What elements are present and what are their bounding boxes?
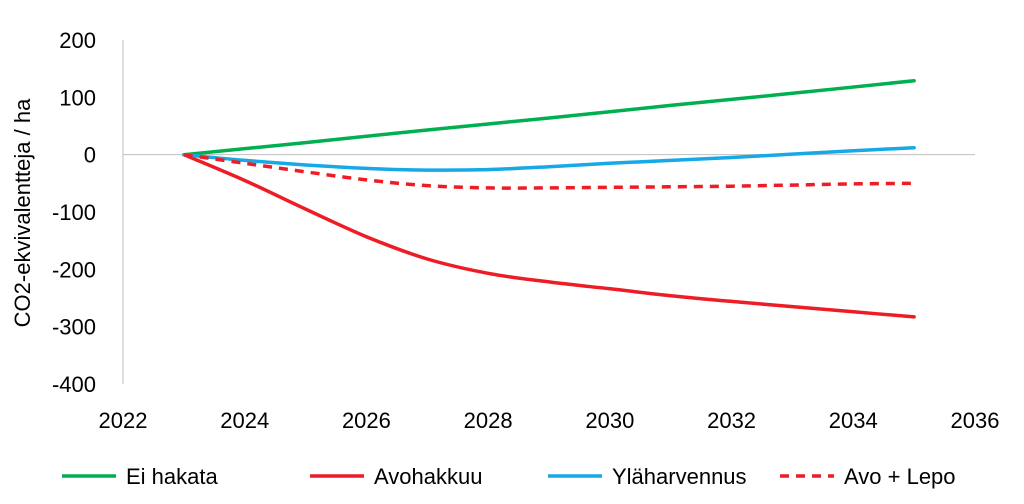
x-tick-label: 2030 <box>585 408 634 433</box>
y-tick-label: 0 <box>84 143 96 168</box>
series-line-avohakkuu <box>182 152 916 319</box>
x-tick-label: 2024 <box>220 408 269 433</box>
x-tick-label: 2032 <box>707 408 756 433</box>
y-tick-label: -300 <box>52 315 96 340</box>
y-tick-label: 200 <box>59 28 96 53</box>
series-line-avo-lepo <box>183 152 915 190</box>
legend-label-avo-lepo: Avo + Lepo <box>844 464 956 489</box>
series-line-yläharvennus <box>182 146 916 172</box>
series-layer <box>182 78 916 319</box>
y-axis-label: CO2-ekvivalentteja / ha <box>10 98 35 327</box>
legend: Ei hakata Avohakkuu Yläharvennus Avo + Lepo <box>62 464 956 489</box>
x-tick-label: 2022 <box>99 408 148 433</box>
legend-label-ei-hakata: Ei hakata <box>126 464 218 489</box>
x-tick-label: 2034 <box>829 408 878 433</box>
legend-label-yläharvennus: Yläharvennus <box>612 464 747 489</box>
series-line-ei-hakata <box>182 78 916 157</box>
y-tick-label: -200 <box>52 257 96 282</box>
x-tick-label: 2028 <box>464 408 513 433</box>
x-tick-label: 2036 <box>951 408 1000 433</box>
legend-label-avohakkuu: Avohakkuu <box>374 464 482 489</box>
x-tick-label: 2026 <box>342 408 391 433</box>
y-tick-label: -100 <box>52 200 96 225</box>
y-tick-label: -400 <box>52 372 96 397</box>
y-tick-label: 100 <box>59 85 96 110</box>
